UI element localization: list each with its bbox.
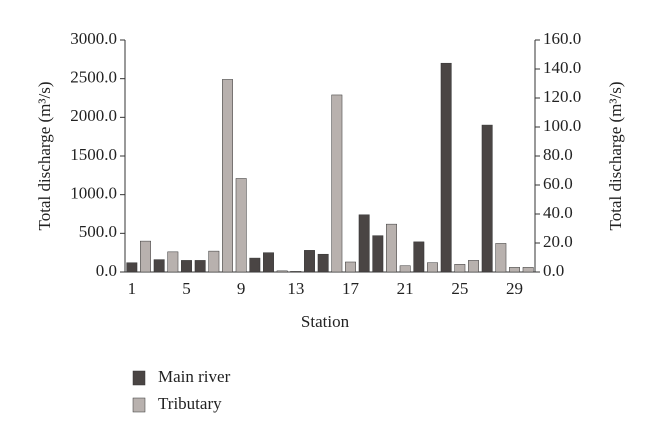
- x-tick-label: 9: [237, 279, 246, 298]
- y-tick-label: 3000.0: [70, 29, 117, 48]
- bar: [495, 243, 507, 273]
- y2-tick-label: 60.0: [543, 174, 573, 193]
- bar: [208, 250, 220, 273]
- y-tick-label: 0.0: [96, 261, 117, 280]
- x-tick-label: 17: [342, 279, 360, 298]
- y-tick-label: 1000.0: [70, 184, 117, 203]
- bar: [399, 265, 411, 273]
- x-axis-title: Station: [301, 312, 350, 331]
- bar: [290, 271, 302, 273]
- bar: [358, 214, 370, 273]
- bar: [317, 253, 329, 273]
- bar: [522, 267, 534, 273]
- y2-tick-label: 20.0: [543, 232, 573, 251]
- y2-tick-label: 140.0: [543, 58, 581, 77]
- bar: [454, 264, 466, 273]
- bar: [249, 257, 261, 273]
- y2-tick-label: 40.0: [543, 203, 573, 222]
- x-tick-label: 25: [451, 279, 468, 298]
- bar: [126, 262, 138, 273]
- bar: [331, 94, 343, 273]
- y2-tick-label: 0.0: [543, 261, 564, 280]
- y2-tick-label: 100.0: [543, 116, 581, 135]
- x-tick-label: 5: [182, 279, 191, 298]
- y2-tick-label: 160.0: [543, 29, 581, 48]
- x-tick-label: 29: [506, 279, 523, 298]
- y-tick-label: 2500.0: [70, 68, 117, 87]
- bar: [167, 251, 179, 273]
- legend-swatch: [132, 397, 146, 413]
- bar: [276, 270, 288, 273]
- bar: [194, 260, 206, 273]
- bar: [222, 79, 233, 273]
- legend-label: Tributary: [158, 394, 222, 413]
- bar: [263, 252, 274, 273]
- bar: [304, 250, 315, 273]
- y2-axis-title: Total discharge (m³/s): [606, 82, 625, 231]
- bar: [468, 260, 479, 273]
- bar: [372, 235, 384, 273]
- bar: [386, 223, 397, 273]
- y2-tick-label: 120.0: [543, 87, 581, 106]
- legend-swatch: [132, 370, 146, 386]
- bar: [413, 241, 425, 273]
- y-axis-title: Total discharge (m³/s): [35, 82, 54, 231]
- bar: [153, 259, 165, 273]
- bar: [440, 62, 452, 273]
- y2-tick-label: 80.0: [543, 145, 573, 164]
- x-tick-label: 21: [397, 279, 414, 298]
- y-tick-label: 1500.0: [70, 145, 117, 164]
- bar: [481, 124, 493, 273]
- x-tick-label: 1: [128, 279, 137, 298]
- legend-label: Main river: [158, 367, 231, 386]
- bar: [427, 262, 438, 273]
- bar: [140, 240, 151, 273]
- bar: [345, 261, 356, 273]
- y-tick-label: 500.0: [79, 222, 117, 241]
- x-tick-label: 13: [287, 279, 304, 298]
- bar: [509, 267, 520, 273]
- bar: [181, 260, 192, 273]
- bar: [235, 178, 247, 273]
- y-tick-label: 2000.0: [70, 106, 117, 125]
